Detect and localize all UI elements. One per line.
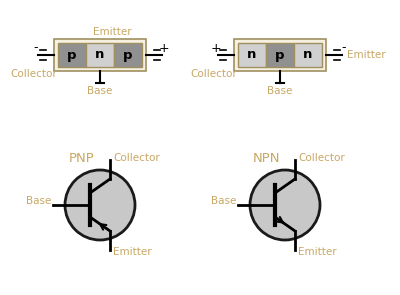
Bar	[294, 43, 322, 67]
Text: Emitter: Emitter	[93, 27, 131, 37]
Bar	[86, 43, 114, 67]
Circle shape	[65, 170, 135, 240]
Text: -: -	[342, 42, 346, 55]
Text: +: +	[211, 42, 221, 55]
Bar	[54, 39, 146, 71]
Text: Base: Base	[87, 86, 113, 96]
Text: Emitter: Emitter	[298, 247, 337, 257]
Text: Collector: Collector	[191, 69, 237, 79]
Text: Collector: Collector	[11, 69, 57, 79]
Text: n: n	[95, 48, 105, 61]
Bar	[114, 43, 142, 67]
Circle shape	[250, 170, 320, 240]
Bar	[58, 43, 86, 67]
Text: Collector: Collector	[113, 153, 160, 163]
Text: p: p	[123, 48, 133, 61]
Bar	[238, 43, 266, 67]
Text: Base: Base	[211, 196, 236, 206]
Text: Base: Base	[267, 86, 293, 96]
Bar	[266, 43, 294, 67]
Text: p: p	[275, 48, 285, 61]
Text: Emitter: Emitter	[113, 247, 152, 257]
Text: n: n	[247, 48, 257, 61]
Text: n: n	[303, 48, 313, 61]
Text: +: +	[159, 42, 169, 55]
Text: PNP: PNP	[69, 152, 95, 165]
Text: p: p	[67, 48, 77, 61]
Text: Emitter: Emitter	[347, 50, 386, 60]
Bar	[234, 39, 326, 71]
Text: Collector: Collector	[298, 153, 345, 163]
Text: Base: Base	[26, 196, 51, 206]
Text: NPN: NPN	[252, 152, 280, 165]
Text: -: -	[34, 42, 38, 55]
